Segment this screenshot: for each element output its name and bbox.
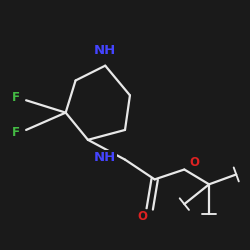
Text: F: F <box>12 126 20 139</box>
Text: NH: NH <box>94 44 116 57</box>
Text: O: O <box>189 156 199 168</box>
Text: NH: NH <box>94 151 116 164</box>
Text: O: O <box>137 210 147 223</box>
Text: F: F <box>12 91 20 104</box>
